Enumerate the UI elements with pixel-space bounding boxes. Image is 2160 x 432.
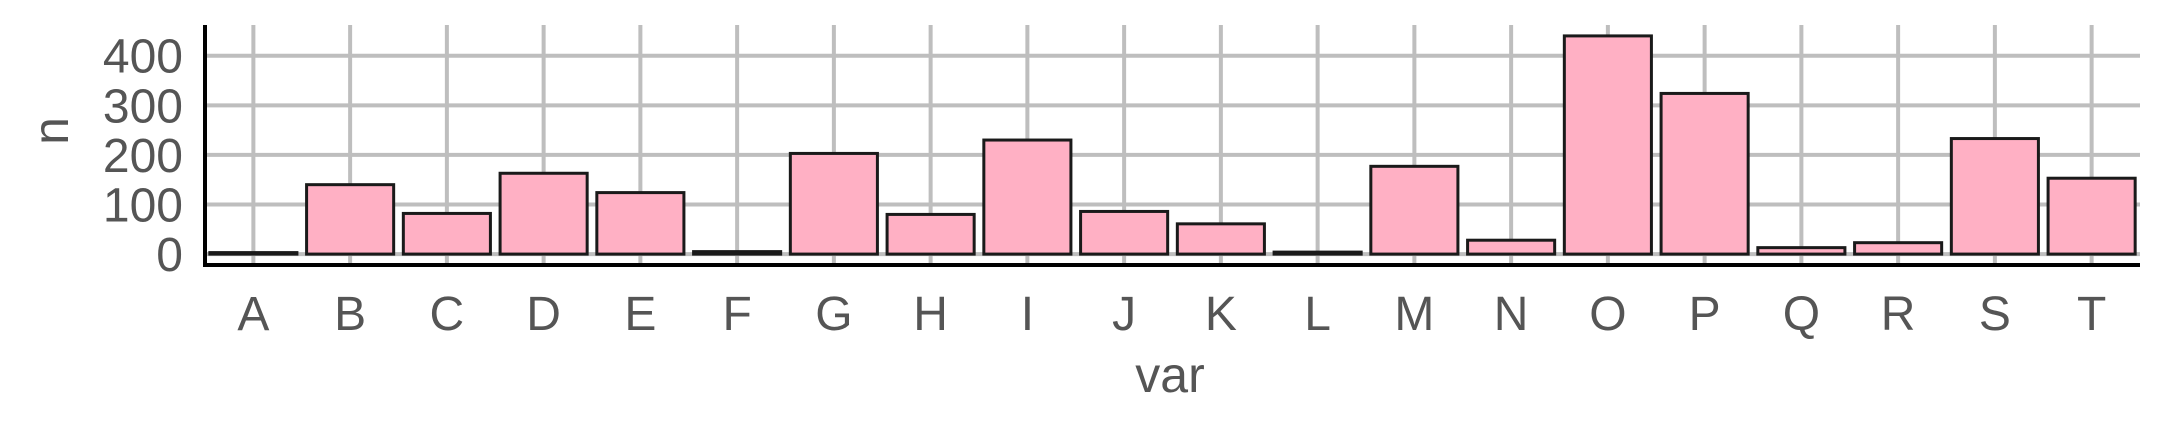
bar-C — [401, 211, 492, 256]
bar-layer — [208, 34, 2137, 256]
x-tick-label: H — [913, 288, 948, 341]
bar-T — [2046, 176, 2137, 256]
bar-N — [1466, 238, 1557, 256]
bar-E — [595, 191, 686, 256]
bar-K — [1175, 222, 1266, 256]
y-tick-label: 400 — [103, 31, 183, 84]
x-tick-label: L — [1304, 288, 1331, 341]
bar-M — [1369, 164, 1460, 256]
x-tick-label: C — [430, 288, 465, 341]
x-tick-label: G — [815, 288, 852, 341]
bar-A — [208, 251, 299, 256]
y-tick-label: 0 — [156, 229, 183, 282]
y-axis-title: n — [23, 117, 79, 145]
x-tick-label: A — [237, 288, 269, 341]
y-tick-label: 200 — [103, 130, 183, 183]
bar-L — [1272, 250, 1363, 256]
x-tick-label: K — [1205, 288, 1237, 341]
grid-layer — [205, 25, 2140, 265]
bar-S — [1949, 137, 2040, 256]
x-axis-title: var — [1135, 347, 1204, 403]
x-tick-label: P — [1689, 288, 1721, 341]
x-tick-label: S — [1979, 288, 2011, 341]
axis-layer — [203, 25, 2140, 267]
x-tick-label: N — [1494, 288, 1529, 341]
x-tick-label: O — [1589, 288, 1626, 341]
bar-Q — [1756, 246, 1847, 256]
bar-R — [1853, 241, 1944, 256]
bar-D — [498, 171, 589, 256]
x-tick-label: I — [1021, 288, 1034, 341]
y-tick-label: 100 — [103, 180, 183, 233]
x-tick-label: E — [624, 288, 656, 341]
bar-G — [788, 151, 879, 256]
bar-B — [305, 183, 396, 256]
x-tick-label: T — [2077, 288, 2106, 341]
x-tick-label: Q — [1783, 288, 1820, 341]
bar-P — [1659, 91, 1750, 256]
x-tick-label: B — [334, 288, 366, 341]
x-tick-label: J — [1112, 288, 1136, 341]
bar-O — [1562, 34, 1653, 256]
x-tick-label: M — [1394, 288, 1434, 341]
bar-F — [692, 250, 783, 256]
y-tick-label: 300 — [103, 80, 183, 133]
bar-J — [1079, 209, 1170, 256]
x-tick-label: F — [722, 288, 751, 341]
bar-I — [982, 138, 1073, 256]
bar-H — [885, 212, 976, 256]
x-tick-label: D — [526, 288, 561, 341]
x-tick-label: R — [1881, 288, 1916, 341]
